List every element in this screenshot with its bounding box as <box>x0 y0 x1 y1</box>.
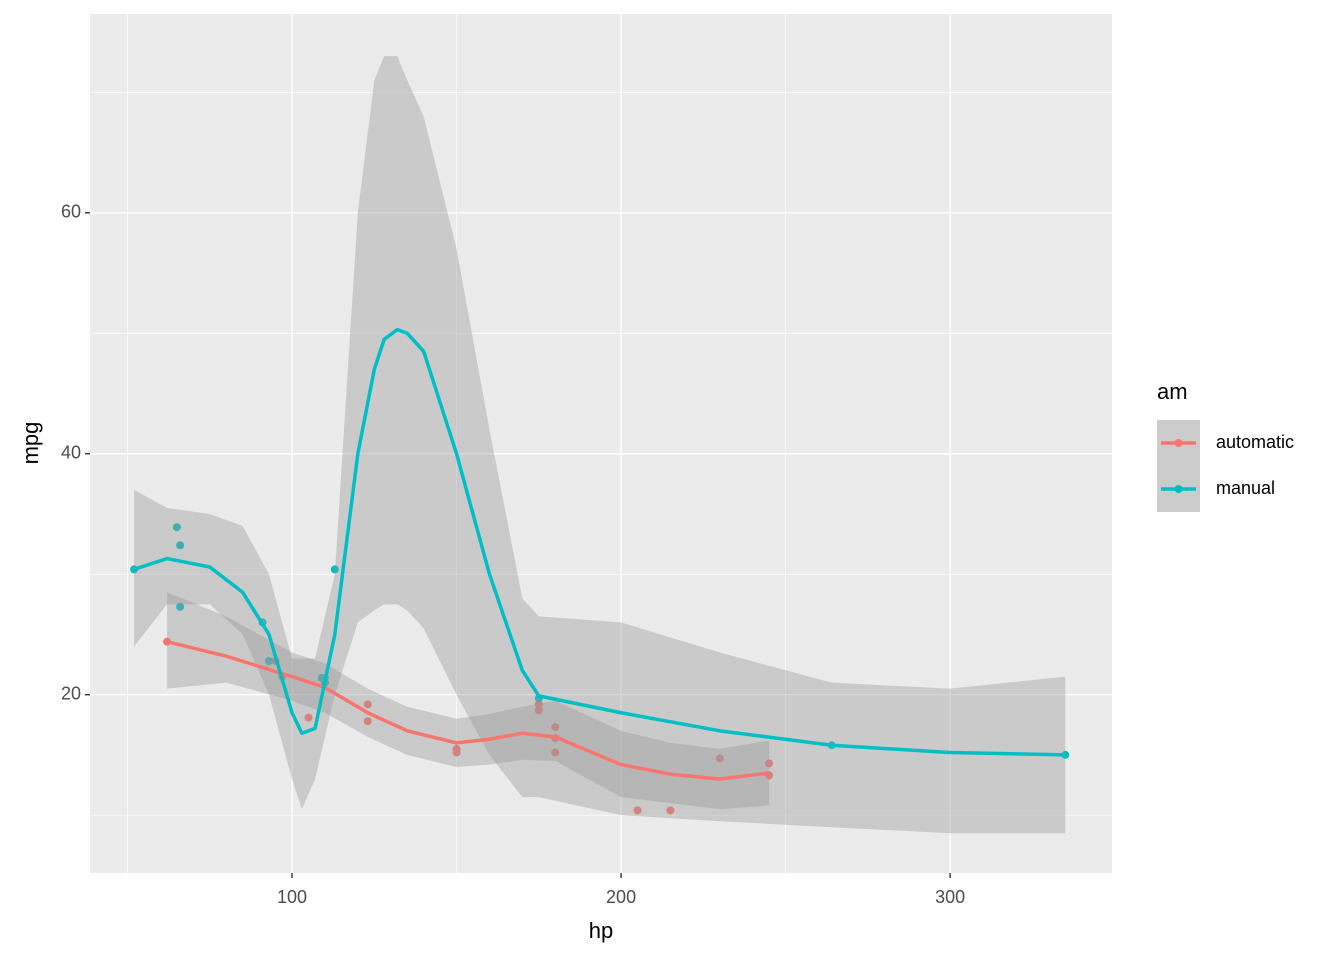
panel <box>90 14 1112 873</box>
legend-label: manual <box>1216 478 1275 498</box>
point <box>304 713 313 722</box>
point <box>452 748 461 757</box>
y-axis-title: mpg <box>18 422 43 465</box>
y-tick-label: 40 <box>61 442 81 462</box>
point <box>666 806 675 815</box>
x-axis-title: hp <box>589 918 613 943</box>
legend-point <box>1174 485 1183 493</box>
confidence-band <box>134 56 1066 834</box>
x-tick-label: 200 <box>606 887 636 907</box>
point <box>534 700 543 709</box>
smooth-line <box>166 639 770 781</box>
x-tick-label: 300 <box>935 887 965 907</box>
point <box>715 754 724 763</box>
point <box>363 700 372 709</box>
point <box>264 656 273 665</box>
x-tick-label: 100 <box>277 887 307 907</box>
legend-label: automatic <box>1216 432 1294 452</box>
smooth-line <box>133 327 1066 757</box>
legend-title: am <box>1157 379 1188 404</box>
y-tick-label: 20 <box>61 683 81 703</box>
point <box>363 717 372 726</box>
point <box>534 706 543 715</box>
y-tick-label: 60 <box>61 202 81 222</box>
point <box>765 759 774 768</box>
point <box>176 602 185 611</box>
confidence-band <box>166 592 770 810</box>
legend-point <box>1174 439 1183 447</box>
point <box>551 748 560 757</box>
point <box>176 541 185 550</box>
point <box>330 565 339 574</box>
point <box>633 806 642 815</box>
point <box>172 523 181 532</box>
point <box>551 723 560 732</box>
